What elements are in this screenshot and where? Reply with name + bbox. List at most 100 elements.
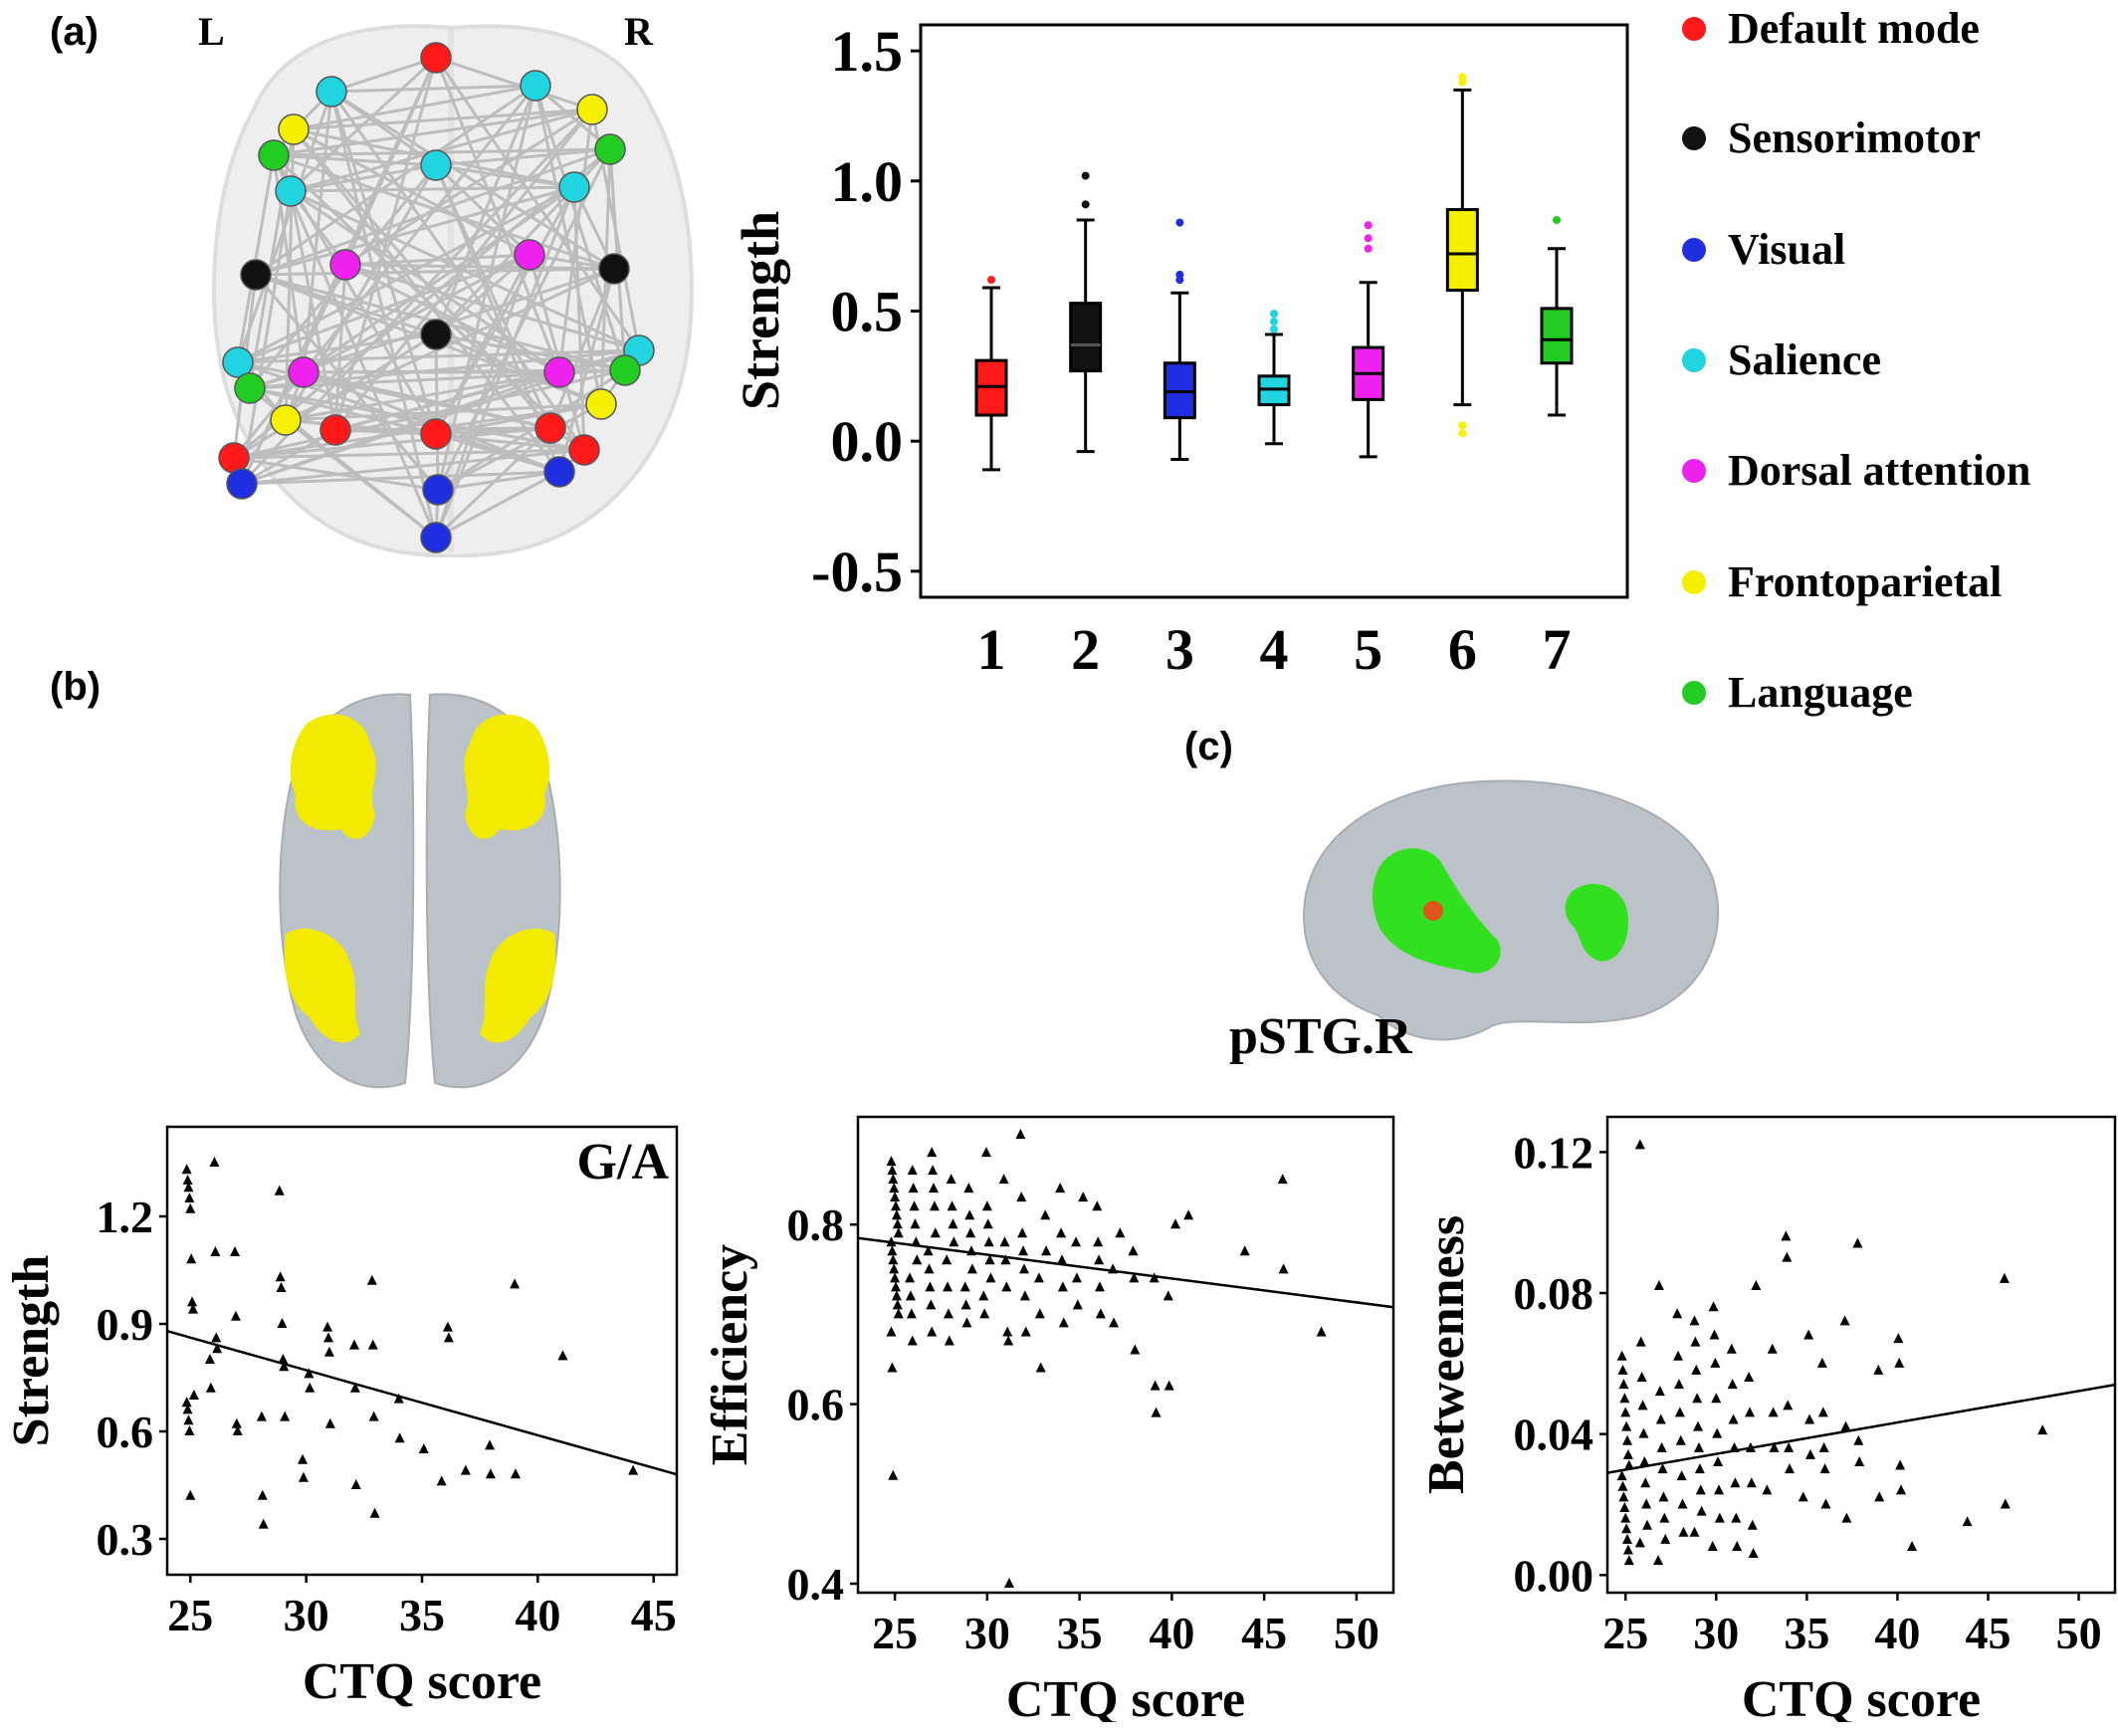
box-iqr: [1540, 307, 1574, 365]
data-point: [1115, 1227, 1126, 1238]
plot-annotation: G/A: [577, 1134, 670, 1191]
data-point: [1035, 1362, 1046, 1373]
network-node: [598, 253, 630, 285]
data-point: [981, 1200, 992, 1211]
data-point: [1033, 1272, 1044, 1283]
network-edge: [237, 253, 530, 364]
data-point: [230, 1246, 241, 1256]
x-axis-label: CTQ score: [303, 1653, 541, 1710]
data-point: [963, 1183, 974, 1194]
x-tick-label: 3: [1165, 617, 1194, 682]
data-point: [1819, 1463, 1830, 1474]
y-tick-label: 0.5: [831, 280, 904, 344]
legend-dot: [1682, 570, 1706, 594]
legend-dot: [1682, 17, 1706, 41]
data-point: [1744, 1372, 1755, 1383]
network-node: [558, 171, 590, 203]
data-point: [350, 1479, 361, 1489]
network-edge: [237, 185, 575, 364]
data-point: [1622, 1434, 1633, 1445]
x-tick-label: 6: [1448, 617, 1477, 682]
data-point: [1713, 1455, 1724, 1466]
y-tick-label: 0.6: [97, 1407, 154, 1457]
box-5: [1352, 221, 1385, 459]
activation-right-parietal: [480, 928, 556, 1043]
network-edge: [435, 253, 530, 336]
data-point: [1693, 1441, 1704, 1452]
data-point: [205, 1382, 216, 1393]
data-point: [298, 1453, 309, 1464]
box-outlier: [1364, 244, 1373, 253]
network-edge: [255, 267, 615, 277]
network-edge: [293, 127, 530, 257]
data-point: [1316, 1326, 1327, 1337]
frontal-language-region: [1565, 883, 1628, 962]
network-edge: [233, 402, 602, 460]
x-tick-label: 25: [872, 1608, 918, 1658]
data-point: [1621, 1420, 1632, 1431]
x-tick-label: 40: [1149, 1608, 1194, 1658]
data-point: [905, 1290, 916, 1301]
data-point: [1618, 1379, 1629, 1390]
data-point: [275, 1271, 286, 1282]
legend-dot: [1682, 681, 1706, 705]
network-node: [420, 42, 452, 74]
data-point: [1071, 1272, 1082, 1283]
data-point: [436, 1475, 447, 1486]
network-node: [278, 113, 310, 145]
legend-dot: [1682, 459, 1706, 483]
x-tick-label: 5: [1354, 617, 1382, 682]
data-point: [1004, 1577, 1015, 1588]
data-point: [1071, 1236, 1082, 1247]
network-node: [240, 259, 272, 291]
left-hemisphere-label: L: [198, 9, 225, 54]
box-outlier: [1081, 200, 1090, 209]
data-point: [983, 1236, 994, 1247]
data-point: [1782, 1251, 1793, 1262]
network-edge: [272, 153, 586, 452]
data-point: [1692, 1393, 1703, 1404]
y-axis-label: Efficiency: [702, 1244, 758, 1465]
data-point: [891, 1281, 902, 1292]
data-point: [964, 1209, 975, 1220]
activation-right-frontal: [464, 714, 550, 839]
data-point: [1675, 1434, 1686, 1445]
data-point: [1689, 1526, 1700, 1537]
data-point: [888, 1469, 899, 1480]
data-point: [257, 1489, 268, 1500]
data-point: [1000, 1254, 1011, 1265]
data-point: [1853, 1434, 1864, 1445]
data-point: [1638, 1427, 1649, 1438]
data-point: [187, 1303, 198, 1314]
data-point: [982, 1218, 993, 1229]
activation-left-parietal: [284, 928, 360, 1043]
data-point: [442, 1321, 453, 1332]
network-node: [514, 239, 545, 271]
network-node: [275, 175, 307, 207]
panel-label-c: (c): [1184, 725, 1233, 768]
data-point: [1634, 1537, 1645, 1548]
network-node: [319, 414, 351, 446]
box-iqr: [1445, 208, 1479, 293]
data-point: [304, 1368, 315, 1379]
data-point: [1804, 1413, 1815, 1424]
network-edge: [249, 386, 585, 452]
network-edge: [273, 153, 437, 167]
x-tick-label: 7: [1543, 617, 1572, 682]
network-node: [543, 356, 575, 388]
network-edge: [435, 147, 611, 167]
data-point: [1818, 1441, 1829, 1452]
data-point: [1894, 1357, 1905, 1368]
data-point: [485, 1439, 496, 1450]
data-point: [1278, 1263, 1289, 1274]
data-point: [628, 1464, 639, 1475]
legend-label: Visual: [1728, 225, 1846, 274]
network-edge: [329, 91, 438, 539]
network-edge: [435, 56, 593, 111]
legend-dot: [1682, 126, 1706, 150]
data-point: [256, 1410, 267, 1421]
data-point: [1907, 1540, 1918, 1551]
scatter-efficiency-vs-ctq: 0.4 0.6 0.8 25 30 35 40 45 50 CTQ score Efficiency: [702, 1115, 1395, 1722]
data-point: [1095, 1308, 1106, 1319]
data-point: [1816, 1357, 1827, 1368]
